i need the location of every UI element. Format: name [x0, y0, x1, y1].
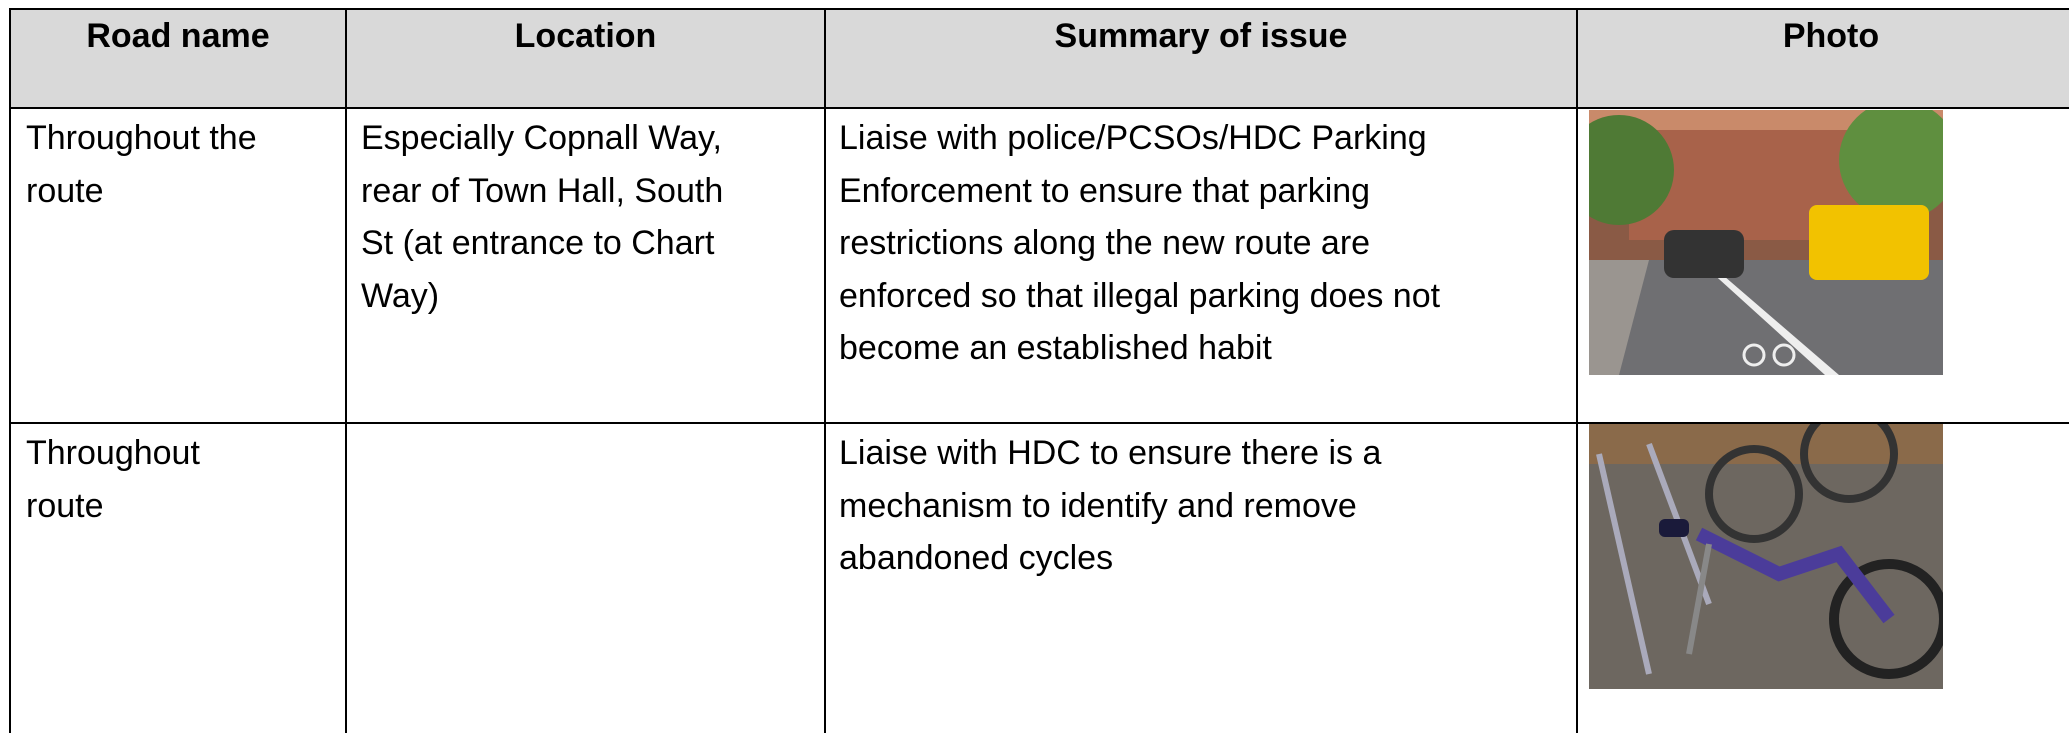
- text-line: Especially Copnall Way,: [361, 119, 722, 157]
- text-line: mechanism to identify and remove: [839, 486, 1357, 525]
- text-line: route: [26, 171, 104, 210]
- text-line: enforced so that illegal parking does no…: [839, 276, 1441, 315]
- text-line: Liaise with police/PCSOs/HDC Parking: [839, 119, 1427, 157]
- text-line: Liaise with HDC to ensure there is a: [839, 434, 1382, 472]
- border-col1: [345, 8, 347, 733]
- text-line: St (at entrance to Chart: [361, 224, 715, 262]
- text-line: Enforcement to ensure that parking: [839, 171, 1371, 210]
- header-cell: Location: [514, 17, 657, 55]
- text-line: Throughout the: [26, 119, 257, 157]
- border-col2: [824, 8, 826, 733]
- header-cell: Summary of issue: [1054, 17, 1348, 55]
- border-top: [10, 8, 2069, 10]
- summary-cell: Liaise with police/PCSOs/HDC Parking Enf…: [839, 112, 1440, 375]
- border-row1: [10, 107, 2069, 109]
- location-cell: Especially Copnall Way, rear of Town Hal…: [361, 112, 723, 322]
- border-row2: [10, 422, 2069, 424]
- border-left: [9, 8, 11, 733]
- text-line: Throughout: [26, 434, 200, 472]
- road-name-cell: Throughout the route: [26, 112, 257, 217]
- text-line: Way): [361, 276, 440, 315]
- border-col3: [1576, 8, 1578, 733]
- text-line: route: [26, 486, 104, 525]
- text-line: rear of Town Hall, South: [361, 171, 724, 210]
- text-line: become an established habit: [839, 329, 1272, 367]
- text-line: restrictions along the new route are: [839, 224, 1371, 262]
- text-line: abandoned cycles: [839, 539, 1114, 577]
- photo-street: [1589, 110, 1943, 375]
- summary-cell: Liaise with HDC to ensure there is a mec…: [839, 427, 1381, 585]
- header-cell: Photo: [1782, 17, 1880, 55]
- road-name-cell: Throughout route: [26, 427, 200, 532]
- photo-bicycles: [1589, 424, 1943, 689]
- header-cell: Road name: [86, 17, 270, 55]
- header-background: [10, 9, 2069, 108]
